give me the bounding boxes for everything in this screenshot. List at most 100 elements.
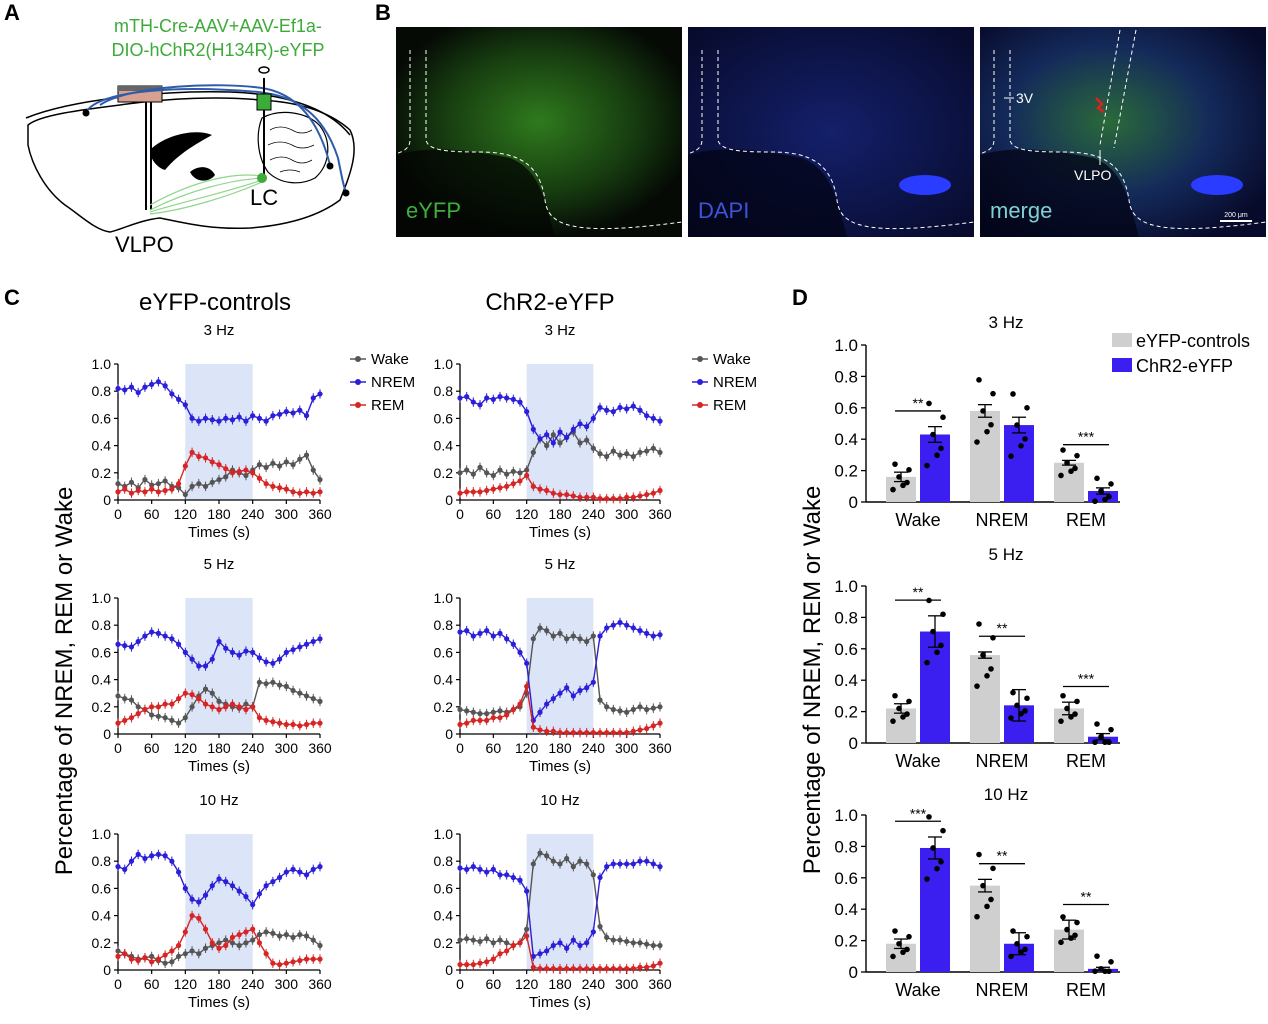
data-point-rem — [115, 953, 121, 960]
data-point-rem — [530, 483, 536, 489]
data-point-wake — [610, 448, 616, 454]
data-point-nrem — [510, 396, 516, 402]
data-point-nrem — [142, 384, 148, 390]
y-tick-label: 0.2 — [834, 462, 858, 481]
data-point-nrem — [202, 415, 209, 421]
data-point-rem — [128, 956, 135, 962]
data-point-rem — [229, 701, 236, 707]
data-point-wake — [464, 467, 470, 473]
data-point-rem — [510, 942, 516, 949]
y-tick-label: 0.8 — [434, 383, 454, 399]
data-point-nrem — [196, 418, 202, 424]
chart-title: 5 Hz — [545, 556, 576, 573]
data-point-wake — [149, 953, 155, 960]
data-point-rem — [490, 956, 496, 962]
individual-point — [926, 814, 932, 820]
x-axis-label: Times (s) — [188, 524, 250, 541]
individual-point — [1074, 919, 1080, 926]
data-point-nrem — [216, 418, 222, 424]
individual-point — [1058, 939, 1064, 946]
data-point-wake — [584, 638, 590, 645]
x-tick-label: 360 — [648, 976, 672, 992]
category-label: NREM — [976, 510, 1029, 530]
data-point-nrem — [610, 622, 616, 628]
data-point-rem — [657, 960, 663, 966]
data-point-wake — [182, 715, 188, 721]
individual-point — [1106, 493, 1112, 500]
x-tick-label: 0 — [114, 506, 122, 522]
individual-point — [976, 851, 982, 858]
data-point-wake — [517, 470, 523, 476]
data-point-wake — [544, 443, 550, 449]
x-tick-label: 240 — [241, 506, 265, 522]
data-point-rem — [290, 721, 296, 728]
data-point-wake — [277, 682, 283, 688]
category-label: REM — [1066, 751, 1106, 771]
individual-point — [980, 408, 986, 414]
lc-nucleus — [257, 173, 267, 183]
data-point-wake — [202, 483, 209, 489]
data-point-nrem — [243, 893, 249, 900]
data-point-nrem — [256, 655, 262, 661]
significance-stars: ** — [913, 395, 924, 411]
legend-controls: eYFP-controls — [1136, 331, 1250, 351]
individual-point — [1098, 733, 1104, 740]
bar-chr2 — [1088, 491, 1118, 502]
individual-point — [1064, 705, 1070, 712]
x-tick-label: 180 — [548, 506, 572, 522]
data-point-nrem — [584, 940, 590, 946]
data-point-rem — [544, 487, 550, 494]
x-tick-label: 0 — [456, 740, 464, 756]
data-point-wake — [169, 717, 175, 724]
data-point-wake — [630, 940, 636, 946]
individual-point — [1102, 968, 1108, 975]
data-point-wake — [650, 705, 656, 711]
data-point-wake — [457, 706, 463, 713]
data-point-nrem — [457, 395, 463, 401]
data-point-rem — [504, 712, 510, 718]
dashed-outline — [687, 50, 975, 230]
individual-point — [1022, 708, 1028, 714]
data-point-wake — [570, 864, 576, 870]
x-tick-label: 240 — [582, 976, 606, 992]
data-point-nrem — [477, 630, 483, 636]
data-point-rem — [202, 701, 209, 707]
significance-stars: ** — [997, 620, 1008, 636]
data-point-nrem — [236, 652, 242, 658]
individual-point — [1014, 422, 1020, 428]
data-point-nrem — [584, 423, 590, 430]
data-point-rem — [297, 957, 303, 964]
data-point-rem — [223, 466, 229, 472]
panel-label-b: B — [375, 0, 391, 25]
individual-point — [1106, 968, 1112, 975]
data-point-nrem — [470, 633, 476, 639]
x-tick-label: 0 — [114, 740, 122, 756]
data-point-nrem — [624, 861, 630, 867]
data-point-rem — [229, 934, 236, 940]
individual-point — [904, 479, 910, 486]
data-point-nrem — [142, 855, 148, 862]
data-point-wake — [657, 449, 663, 455]
data-point-wake — [176, 720, 182, 726]
data-point-wake — [283, 459, 289, 465]
data-point-nrem — [149, 629, 155, 635]
fiber-tip-mark — [1095, 97, 1105, 114]
data-point-nrem — [223, 879, 229, 885]
merge-bright-nucleus — [1191, 175, 1243, 195]
data-point-rem — [570, 730, 576, 736]
data-point-nrem — [610, 409, 616, 415]
data-point-nrem — [510, 874, 516, 881]
data-point-nrem — [630, 861, 636, 867]
data-point-rem — [202, 926, 209, 932]
data-point-wake — [644, 448, 650, 454]
individual-point — [1024, 695, 1030, 702]
category-label: NREM — [976, 980, 1029, 1000]
data-point-wake — [263, 464, 269, 470]
data-point-rem — [310, 490, 316, 496]
data-point-nrem — [310, 638, 316, 645]
legend-marker-nrem — [355, 379, 361, 385]
data-point-nrem — [223, 645, 229, 651]
data-point-nrem — [290, 410, 296, 416]
data-point-wake — [484, 936, 490, 942]
data-point-wake — [290, 934, 296, 940]
